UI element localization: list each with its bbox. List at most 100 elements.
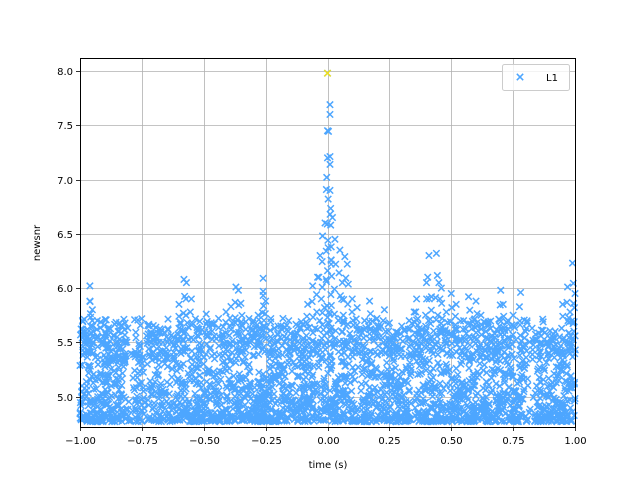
data-point <box>427 306 436 314</box>
data-point <box>254 340 263 349</box>
data-point <box>250 342 259 351</box>
data-point <box>149 336 158 344</box>
data-point <box>242 325 250 334</box>
data-point <box>365 297 374 305</box>
x-tick-label: −0.25 <box>251 436 282 447</box>
data-point <box>298 355 306 364</box>
data-point <box>195 325 203 334</box>
data-point <box>278 342 286 350</box>
data-point <box>308 282 317 290</box>
data-point <box>236 323 244 332</box>
data-point <box>405 316 413 325</box>
data-point <box>410 308 418 316</box>
data-point <box>336 246 344 254</box>
data-point <box>120 359 128 367</box>
data-point <box>318 257 326 266</box>
data-point <box>326 160 334 169</box>
data-point <box>188 347 196 355</box>
data-point <box>379 338 388 347</box>
plot-frame <box>80 58 576 428</box>
data-point <box>88 306 97 314</box>
data-point <box>360 325 368 334</box>
data-point <box>235 330 243 339</box>
data-point <box>86 309 95 318</box>
data-point <box>343 340 352 348</box>
data-point <box>215 342 223 350</box>
y-tick-label: 6.0 <box>57 284 73 295</box>
data-point <box>214 323 223 332</box>
data-point <box>559 312 567 321</box>
data-point <box>93 334 102 342</box>
data-point <box>260 331 268 339</box>
data-point <box>149 348 158 356</box>
data-point <box>338 344 347 352</box>
data-point <box>566 339 574 347</box>
data-point <box>215 332 223 341</box>
data-point <box>331 335 339 343</box>
data-point <box>520 334 529 342</box>
legend-marker-x-icon <box>516 73 524 81</box>
data-point <box>303 300 312 309</box>
data-point <box>208 352 216 360</box>
data-point <box>417 346 425 354</box>
y-tick-label: 8.0 <box>57 67 73 78</box>
data-point <box>568 259 577 267</box>
data-point <box>424 338 432 347</box>
data-point <box>348 347 357 355</box>
data-point <box>473 347 481 356</box>
data-point <box>82 339 91 347</box>
data-point <box>385 327 393 335</box>
data-point <box>515 303 524 311</box>
data-point <box>434 311 442 319</box>
data-points <box>78 69 580 368</box>
data-point <box>309 329 317 337</box>
data-point <box>215 351 223 359</box>
data-point <box>253 321 261 329</box>
data-point <box>286 329 295 338</box>
data-point <box>89 327 98 336</box>
data-point <box>145 322 154 330</box>
data-point <box>274 322 282 330</box>
data-point <box>286 354 294 362</box>
data-point <box>228 337 236 345</box>
y-axis-ticks: 5.0 5.5 6.0 6.5 7.0 7.5 8.0 <box>57 67 80 404</box>
data-point <box>364 322 373 331</box>
data-point <box>325 325 334 334</box>
data-point <box>182 311 190 319</box>
data-point <box>405 351 413 360</box>
data-point <box>451 324 460 332</box>
data-point <box>448 303 456 312</box>
data-point <box>551 327 559 336</box>
data-point <box>570 317 578 326</box>
data-point <box>310 344 318 353</box>
data-point <box>348 334 356 342</box>
data-point <box>537 352 545 360</box>
data-point <box>353 349 362 357</box>
data-point <box>476 340 485 349</box>
data-point <box>325 308 333 316</box>
data-point <box>322 275 330 284</box>
data-point <box>208 327 216 335</box>
data-point <box>550 353 559 362</box>
x-axis-label: time (s) <box>309 460 348 471</box>
data-point <box>313 325 322 334</box>
data-point <box>390 338 398 347</box>
data-point <box>208 335 217 344</box>
data-point <box>352 315 360 323</box>
data-point <box>260 316 268 325</box>
data-point <box>509 311 517 319</box>
data-point <box>308 297 316 306</box>
x-tick-label: −0.50 <box>189 436 220 447</box>
data-point <box>86 282 94 290</box>
data-point <box>421 327 430 336</box>
data-point <box>273 329 282 338</box>
data-point <box>326 204 335 213</box>
data-point <box>452 300 460 309</box>
data-point <box>366 309 375 318</box>
data-point <box>432 249 441 258</box>
data-point <box>344 320 352 328</box>
data-point <box>163 338 172 347</box>
data-point <box>317 295 326 303</box>
data-point <box>116 343 124 352</box>
data-point <box>521 340 529 349</box>
